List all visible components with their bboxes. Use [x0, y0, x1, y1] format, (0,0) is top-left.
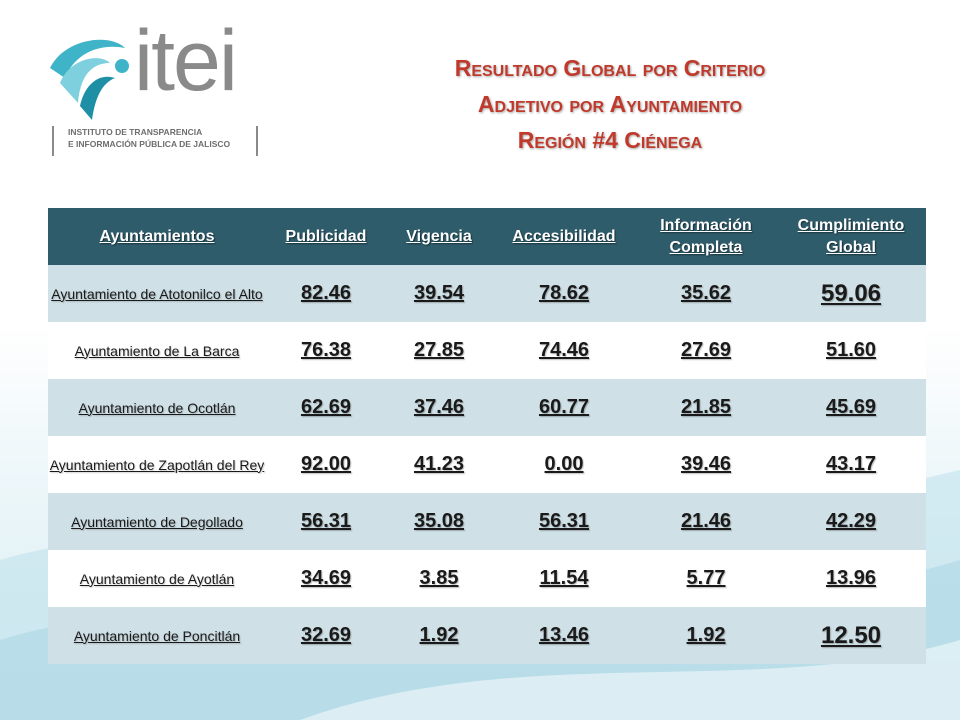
cell-informacion: 1.92 [636, 607, 776, 664]
cell-accesibilidad: 0.00 [492, 436, 636, 493]
header-vigencia: Vigencia [386, 208, 492, 265]
table-row: Ayuntamiento de La Barca 76.38 27.85 74.… [48, 322, 926, 379]
cell-accesibilidad: 56.31 [492, 493, 636, 550]
cell-informacion: 21.46 [636, 493, 776, 550]
table-row: Ayuntamiento de Ocotlán 62.69 37.46 60.7… [48, 379, 926, 436]
cell-accesibilidad: 78.62 [492, 265, 636, 322]
cell-informacion: 39.46 [636, 436, 776, 493]
cell-informacion: 27.69 [636, 322, 776, 379]
header-informacion-completa: Información Completa [636, 208, 776, 265]
cell-vigencia: 37.46 [386, 379, 492, 436]
cell-publicidad: 56.31 [266, 493, 386, 550]
row-name: Ayuntamiento de Ocotlán [48, 379, 266, 436]
header-ayuntamientos: Ayuntamientos [48, 208, 266, 265]
row-name: Ayuntamiento de La Barca [48, 322, 266, 379]
cell-publicidad: 34.69 [266, 550, 386, 607]
table-row: Ayuntamiento de Ayotlán 34.69 3.85 11.54… [48, 550, 926, 607]
cell-vigencia: 39.54 [386, 265, 492, 322]
cell-accesibilidad: 74.46 [492, 322, 636, 379]
cell-publicidad: 76.38 [266, 322, 386, 379]
title-line2: Adjetivo por Ayuntamiento [477, 91, 743, 117]
title-line3: Región #4 Ciénega [517, 127, 703, 153]
cell-vigencia: 3.85 [386, 550, 492, 607]
header-accesibilidad: Accesibilidad [492, 208, 636, 265]
cell-informacion: 35.62 [636, 265, 776, 322]
row-name: Ayuntamiento de Poncitlán [48, 607, 266, 664]
cell-publicidad: 32.69 [266, 607, 386, 664]
cell-cumplimiento: 12.50 [776, 607, 926, 664]
cell-publicidad: 92.00 [266, 436, 386, 493]
itei-swirl-icon [50, 39, 129, 120]
row-name: Ayuntamiento de Ayotlán [48, 550, 266, 607]
cell-accesibilidad: 60.77 [492, 379, 636, 436]
cell-accesibilidad: 13.46 [492, 607, 636, 664]
cell-vigencia: 27.85 [386, 322, 492, 379]
cell-publicidad: 62.69 [266, 379, 386, 436]
header-cumplimiento-global: Cumplimiento Global [776, 208, 926, 265]
table-row: Ayuntamiento de Zapotlán del Rey 92.00 4… [48, 436, 926, 493]
table-row: Ayuntamiento de Poncitlán 32.69 1.92 13.… [48, 607, 926, 664]
table-header-row: Ayuntamientos Publicidad Vigencia Accesi… [48, 208, 926, 265]
logo-wordmark: itei [134, 13, 238, 109]
cell-informacion: 5.77 [636, 550, 776, 607]
logo-subtitle-line1: INSTITUTO DE TRANSPARENCIA [68, 127, 203, 137]
row-name: Ayuntamiento de Degollado [48, 493, 266, 550]
title-line1: Resultado Global por Criterio [454, 55, 766, 81]
logo-subtitle: INSTITUTO DE TRANSPARENCIA E INFORMACIÓN… [52, 126, 258, 156]
cell-vigencia: 1.92 [386, 607, 492, 664]
row-name: Ayuntamiento de Zapotlán del Rey [48, 436, 266, 493]
header-publicidad: Publicidad [266, 208, 386, 265]
itei-logo: itei INSTITUTO DE TRANSPARENCIA E INFORM… [40, 18, 280, 163]
cell-cumplimiento: 45.69 [776, 379, 926, 436]
cell-informacion: 21.85 [636, 379, 776, 436]
cell-cumplimiento: 43.17 [776, 436, 926, 493]
page-title: Resultado Global por Criterio Adjetivo p… [310, 50, 910, 158]
results-table: Ayuntamientos Publicidad Vigencia Accesi… [48, 208, 926, 664]
cell-cumplimiento: 42.29 [776, 493, 926, 550]
table-row: Ayuntamiento de Atotonilco el Alto 82.46… [48, 265, 926, 322]
table-row: Ayuntamiento de Degollado 56.31 35.08 56… [48, 493, 926, 550]
cell-vigencia: 41.23 [386, 436, 492, 493]
logo-subtitle-line2: E INFORMACIÓN PÚBLICA DE JALISCO [68, 139, 231, 149]
row-name: Ayuntamiento de Atotonilco el Alto [48, 265, 266, 322]
cell-cumplimiento: 51.60 [776, 322, 926, 379]
cell-accesibilidad: 11.54 [492, 550, 636, 607]
cell-cumplimiento: 13.96 [776, 550, 926, 607]
cell-cumplimiento: 59.06 [776, 265, 926, 322]
cell-publicidad: 82.46 [266, 265, 386, 322]
cell-vigencia: 35.08 [386, 493, 492, 550]
